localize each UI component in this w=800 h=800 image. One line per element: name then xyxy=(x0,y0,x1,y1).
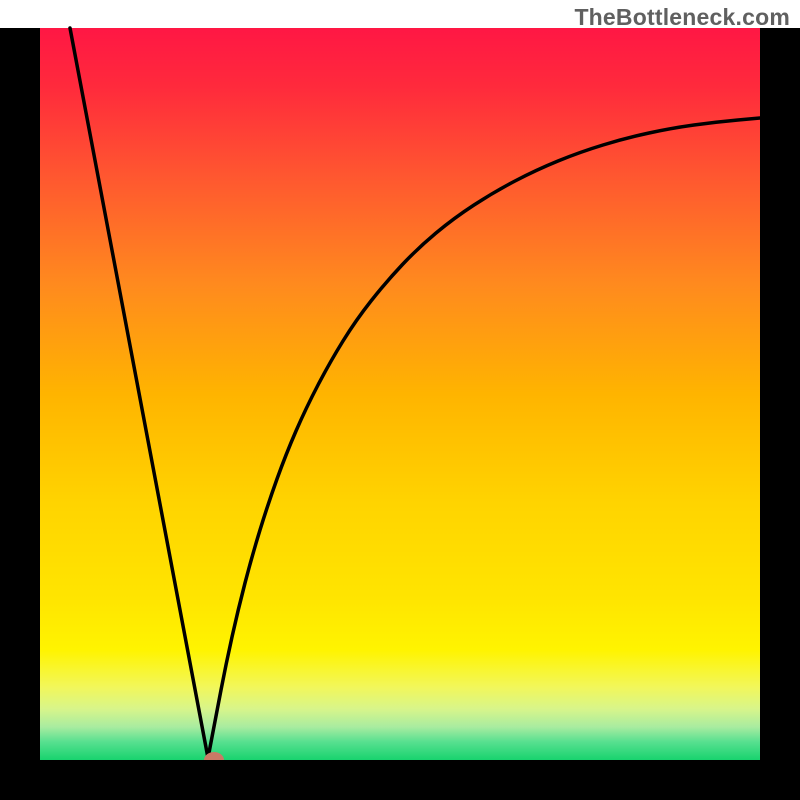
chart-container: TheBottleneck.com xyxy=(0,0,800,800)
bottleneck-chart xyxy=(0,0,800,800)
border-right xyxy=(760,28,800,800)
gradient-background xyxy=(40,28,760,760)
watermark-text: TheBottleneck.com xyxy=(574,4,790,31)
border-left xyxy=(0,28,40,800)
border-bottom xyxy=(0,760,800,800)
